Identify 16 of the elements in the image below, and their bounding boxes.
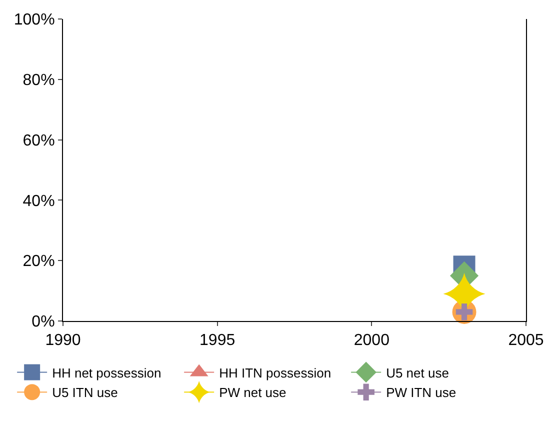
legend-label: PW ITN use [386,385,456,400]
x-tick-label: 2000 [354,332,390,350]
y-tick-label: 100% [14,12,55,29]
x-tick-label: 1995 [200,332,236,350]
x-tick-label: 1990 [45,332,81,350]
y-tick-label: 20% [22,253,55,270]
legend-label: U5 ITN use [52,385,118,400]
y-tick-label: 60% [22,132,55,150]
legend-label: PW net use [219,385,286,400]
legend-label: U5 net use [386,365,449,380]
y-tick-label: 80% [22,72,55,89]
x-tick-label: 2005 [508,332,544,350]
y-tick-label: 0% [32,314,55,331]
y-tick-label: 40% [22,192,55,210]
legend-label: HH ITN possession [219,365,332,380]
legend-label: HH net possession [52,365,162,380]
